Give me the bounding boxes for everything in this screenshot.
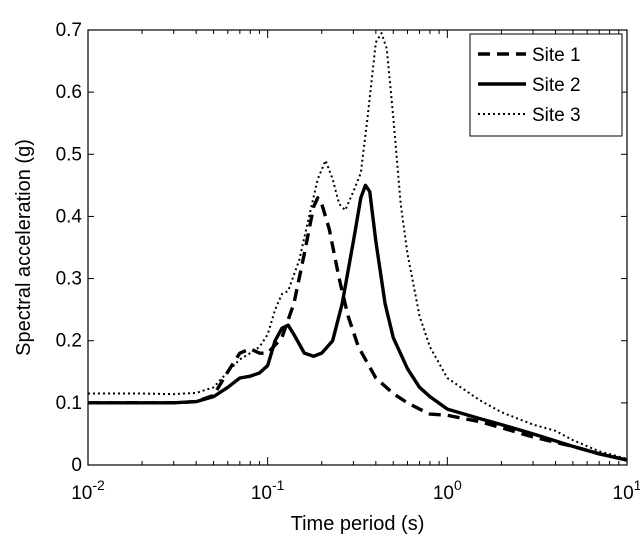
x-tick-label-exponent: -1 [272, 477, 285, 493]
axis-ticks: 00.10.20.30.40.50.60.710-2 10-1 100 101 [56, 20, 640, 504]
legend-label-site-1: Site 1 [532, 45, 581, 66]
series-line-site-3 [88, 32, 628, 460]
y-tick-label: 0 [71, 455, 82, 476]
legend: Site 1 Site 2 Site 3 [469, 33, 623, 137]
y-tick-label: 0.1 [56, 393, 82, 414]
plot-area [88, 32, 628, 462]
y-axis-label: Spectral acceleration (g) [13, 139, 35, 356]
x-tick-label: 100 [433, 477, 462, 504]
x-tick-label: 101 [613, 477, 640, 504]
x-tick-label-base: 10 [433, 483, 454, 504]
x-tick-label-base: 10 [251, 483, 272, 504]
x-tick-label-base: 10 [71, 483, 92, 504]
legend-label-site-2: Site 2 [532, 75, 581, 96]
plot-frame [87, 29, 628, 466]
y-tick-label: 0.4 [56, 206, 83, 227]
x-tick-label: 10-2 [71, 477, 105, 504]
y-tick-label: 0.7 [56, 20, 82, 41]
y-tick-label: 0.3 [56, 269, 82, 290]
x-axis-label: Time period (s) [291, 513, 425, 535]
x-tick-label: 10-1 [251, 477, 285, 504]
x-tick-label-exponent: 1 [634, 477, 640, 493]
y-tick-label: 0.2 [56, 331, 82, 352]
series-line-site-1 [88, 196, 628, 462]
y-tick-label: 0.5 [56, 144, 82, 165]
x-tick-label-base: 10 [613, 483, 634, 504]
y-tick-label: 0.6 [56, 82, 82, 103]
series-line-site-2 [88, 183, 628, 462]
x-tick-label-exponent: -2 [92, 477, 105, 493]
x-tick-label-exponent: 0 [454, 477, 462, 493]
legend-label-site-3: Site 3 [532, 105, 581, 126]
